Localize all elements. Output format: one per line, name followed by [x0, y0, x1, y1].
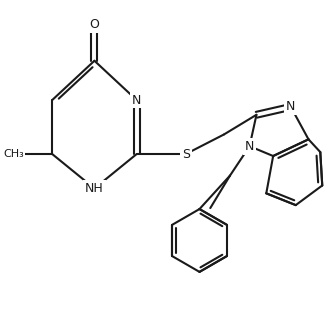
Text: NH: NH — [85, 182, 104, 195]
Text: S: S — [182, 148, 190, 160]
Text: CH₃: CH₃ — [3, 149, 24, 159]
Text: N: N — [132, 94, 141, 106]
Text: O: O — [89, 18, 99, 31]
Text: N: N — [245, 140, 254, 153]
Text: N: N — [286, 100, 296, 113]
